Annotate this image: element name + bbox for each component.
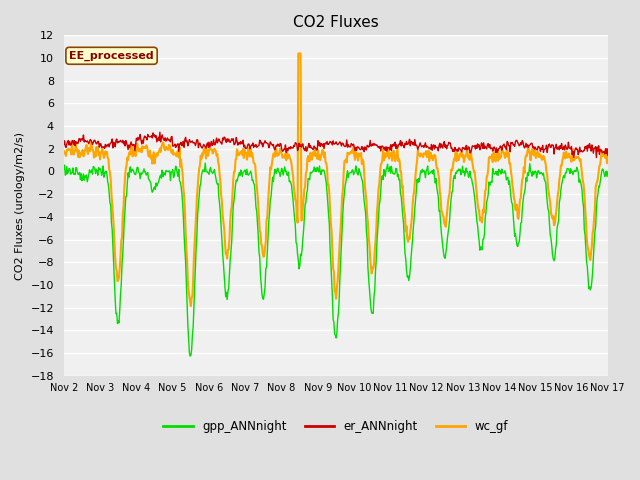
Y-axis label: CO2 Fluxes (urology/m2/s): CO2 Fluxes (urology/m2/s) bbox=[15, 132, 25, 279]
Text: EE_processed: EE_processed bbox=[69, 51, 154, 61]
Title: CO2 Fluxes: CO2 Fluxes bbox=[293, 15, 379, 30]
Legend: gpp_ANNnight, er_ANNnight, wc_gf: gpp_ANNnight, er_ANNnight, wc_gf bbox=[159, 416, 513, 438]
